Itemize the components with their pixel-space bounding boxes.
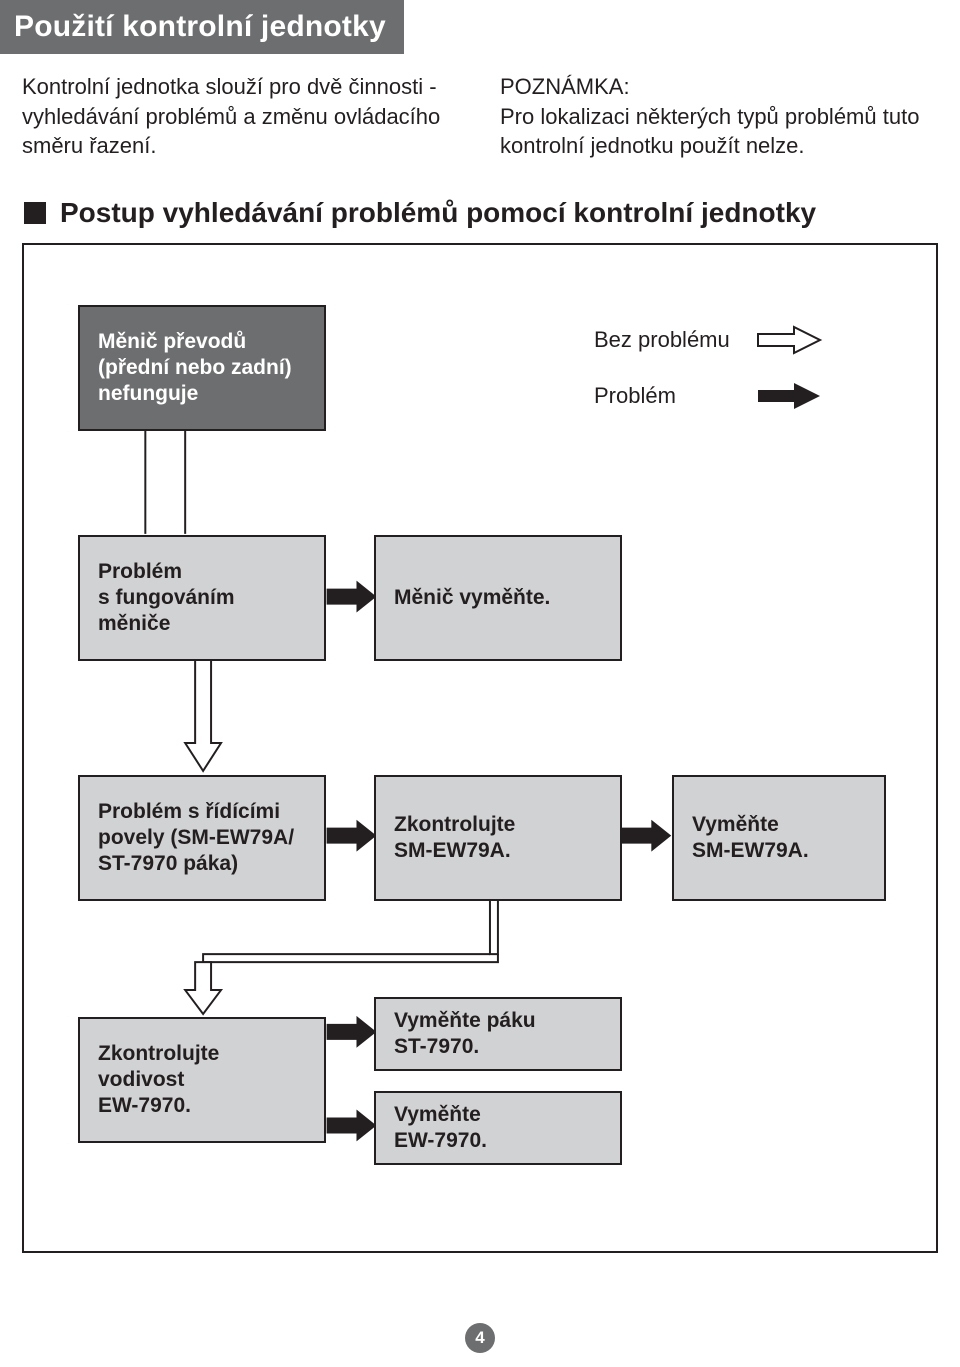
page-title: Použití kontrolní jednotky [0, 0, 404, 54]
section-heading: Postup vyhledávání problémů pomocí kontr… [0, 161, 960, 243]
arrow-checkew-replew [327, 1110, 377, 1142]
node-replew: Vyměňte EW-7970. [374, 1091, 622, 1165]
node-checkew: Zkontrolujte vodivost EW-7970. [78, 1017, 326, 1143]
page-number: 4 [465, 1323, 495, 1353]
arrow-cmdprob-checksm [327, 820, 377, 852]
legend-row-problem: Problém [594, 379, 824, 413]
legend-arrow-outline-icon [754, 323, 824, 357]
node-funprob: Problém s fungováním měniče [78, 535, 326, 661]
node-checksm: Zkontrolujte SM-EW79A. [374, 775, 622, 901]
legend-arrow-solid-icon [754, 379, 824, 413]
legend-label-noproblem: Bez problému [594, 327, 734, 353]
intro-right: POZNÁMKA: Pro lokalizaci některých typů … [500, 72, 938, 161]
intro-left: Kontrolní jednotka slouží pro dvě činnos… [22, 72, 460, 161]
legend-label-problem: Problém [594, 383, 734, 409]
intro-columns: Kontrolní jednotka slouží pro dvě činnos… [0, 54, 960, 161]
arrow-funprob-replace [327, 581, 377, 613]
node-cmdprob: Problém s řídícími povely (SM-EW79A/ ST-… [78, 775, 326, 901]
page-number-wrap: 4 [465, 1323, 495, 1353]
node-replst: Vyměňte páku ST-7970. [374, 997, 622, 1071]
node-replace: Měnič vyměňte. [374, 535, 622, 661]
arrow-funprob-cmdprob [185, 659, 221, 771]
arrow-checkew-replst [327, 1016, 377, 1048]
flowchart-frame: Měnič převodů (přední nebo zadní) nefung… [22, 243, 938, 1253]
legend: Bez problému Problém [594, 323, 824, 435]
node-replsm: Vyměňte SM-EW79A. [672, 775, 886, 901]
legend-row-noproblem: Bez problému [594, 323, 824, 357]
node-start: Měnič převodů (přední nebo zadní) nefung… [78, 305, 326, 431]
section-heading-text: Postup vyhledávání problémů pomocí kontr… [60, 197, 816, 229]
arrow-checksm-replsm [621, 820, 671, 852]
